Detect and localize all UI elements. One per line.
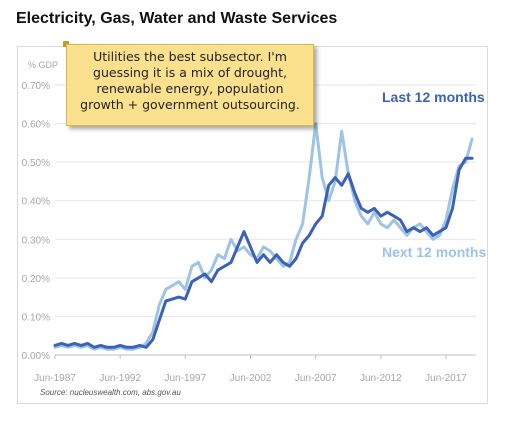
series-line-last-12-months	[53, 156, 474, 349]
y-tick-label: 0.60%	[22, 120, 50, 131]
source-note: Source: nucleuswealth.com, abs.gov.au	[40, 388, 181, 397]
y-tick-label: 0.30%	[22, 235, 50, 246]
chart-title: Electricity, Gas, Water and Waste Servic…	[16, 10, 338, 27]
series-line-next-12-months	[53, 122, 474, 351]
series-label-last-12-months: Last 12 months	[382, 89, 485, 105]
y-tick-label: 0.70%	[22, 81, 50, 92]
series-label-next-12-months: Next 12 months	[382, 244, 487, 260]
y-tick-label: 0.40%	[22, 197, 50, 208]
x-tick-label: Jun-1987	[34, 373, 76, 384]
y-axis-label: % GDP	[28, 60, 58, 70]
annotation-note: Utilities the best subsector. I'm guessi…	[66, 44, 314, 126]
x-tick-label: Jun-2007	[295, 373, 337, 384]
x-tick-label: Jun-2002	[230, 373, 272, 384]
y-tick-label: 0.10%	[22, 312, 50, 323]
y-tick-label: 0.00%	[22, 351, 50, 362]
x-tick-label: Jun-2012	[360, 373, 402, 384]
x-tick-label: Jun-1997	[164, 373, 206, 384]
y-tick-label: 0.50%	[22, 158, 50, 169]
x-tick-label: Jun-1992	[99, 373, 141, 384]
y-tick-label: 0.20%	[22, 274, 50, 285]
x-tick-label: Jun-2017	[425, 373, 467, 384]
